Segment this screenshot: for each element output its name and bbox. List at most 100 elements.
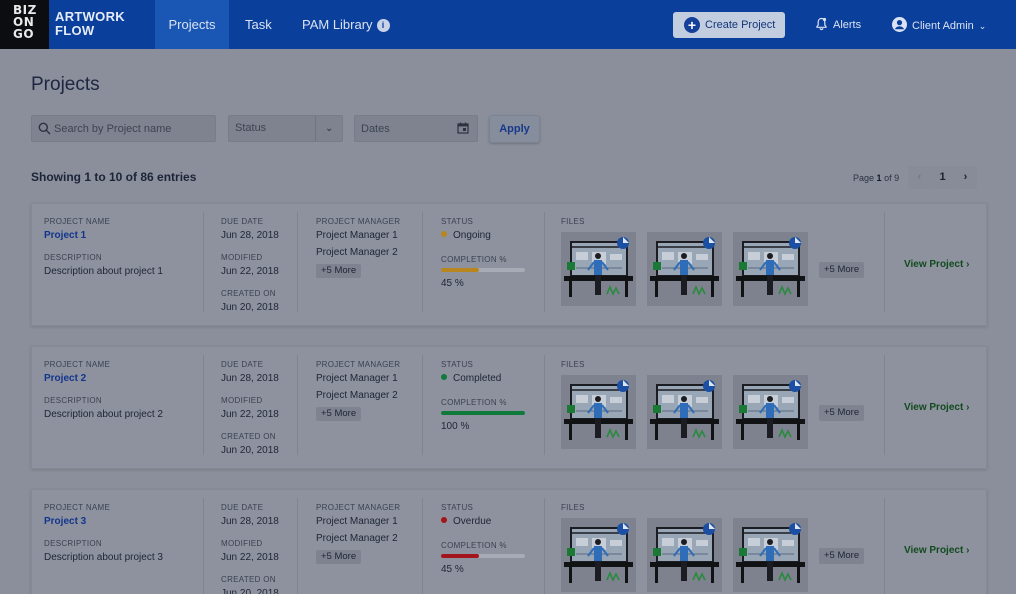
project-manager-name: Project Manager 1 [316, 373, 398, 384]
project-manager-label: PROJECT MANAGER [316, 503, 401, 512]
due-date-label: DUE DATE [221, 360, 264, 369]
project-description: Description about project 1 [44, 266, 163, 277]
modified-value: Jun 22, 2018 [221, 552, 279, 563]
column-divider [422, 498, 423, 594]
previous-page-button[interactable]: ‹ [908, 166, 931, 189]
project-manager-name: Project Manager 2 [316, 247, 398, 258]
project-card: PROJECT NAME Project 3 DESCRIPTION Descr… [31, 489, 987, 594]
page-prefix: Page [853, 173, 875, 183]
chevron-down-icon: ⌄ [978, 21, 987, 31]
project-description: Description about project 2 [44, 409, 163, 420]
nav-tab-projects-label: Projects [168, 17, 216, 32]
column-divider [297, 498, 298, 594]
status-select[interactable]: Status ⌄ [228, 115, 343, 142]
more-managers-button[interactable]: +5 More [316, 264, 362, 278]
column-divider [544, 212, 545, 312]
due-date-value: Jun 28, 2018 [221, 516, 279, 527]
apply-button[interactable]: Apply [489, 115, 540, 143]
project-manager-name: Project Manager 2 [316, 533, 398, 544]
nav-tab-projects[interactable]: Projects [155, 0, 229, 49]
search-input[interactable] [54, 116, 214, 141]
dates-input[interactable] [361, 116, 451, 141]
view-project-link[interactable]: View Project › [904, 259, 970, 270]
status-dot [441, 231, 447, 237]
plus-icon: + [684, 17, 700, 33]
create-project-button[interactable]: + Create Project [673, 12, 785, 38]
description-label: DESCRIPTION [44, 253, 102, 262]
more-files-button[interactable]: +5 More [819, 405, 865, 421]
project-manager-label: PROJECT MANAGER [316, 217, 401, 226]
file-thumbnail[interactable] [733, 375, 808, 449]
nav-tab-task-label: Task [245, 17, 272, 32]
file-thumbnail[interactable] [561, 375, 636, 449]
dates-picker[interactable] [354, 115, 478, 142]
search-icon [38, 122, 51, 135]
file-thumbnail[interactable] [733, 232, 808, 306]
file-thumbnail[interactable] [733, 518, 808, 592]
file-thumbnail[interactable] [561, 518, 636, 592]
column-divider [884, 498, 885, 594]
view-project-link[interactable]: View Project › [904, 545, 970, 556]
created-on-label: CREATED ON [221, 432, 276, 441]
alerts-button[interactable]: Alerts [815, 17, 861, 33]
more-files-button[interactable]: +5 More [819, 548, 865, 564]
file-thumbnail-illustration [564, 523, 633, 583]
status-select-value: Status [235, 122, 267, 134]
column-divider [544, 355, 545, 455]
created-on-value: Jun 20, 2018 [221, 588, 279, 594]
more-managers-button[interactable]: +5 More [316, 407, 362, 421]
search-box[interactable] [31, 115, 216, 142]
status-label: STATUS [441, 217, 474, 226]
completion-progress-fill [441, 411, 525, 415]
files-label: FILES [561, 503, 585, 512]
project-description: Description about project 3 [44, 552, 163, 563]
modified-label: MODIFIED [221, 396, 263, 405]
project-name-link[interactable]: Project 3 [44, 516, 87, 527]
due-date-label: DUE DATE [221, 217, 264, 226]
status-label: STATUS [441, 503, 474, 512]
nav-tab-task[interactable]: Task [245, 0, 272, 49]
completion-label: COMPLETION % [441, 255, 507, 264]
select-divider [315, 116, 316, 141]
alerts-label: Alerts [833, 19, 862, 31]
calendar-icon[interactable] [457, 122, 469, 134]
bizongo-logo[interactable]: BIZ ON GO [0, 0, 49, 49]
page-indicator: Page 1 of 9 [853, 173, 899, 183]
more-managers-button[interactable]: +5 More [316, 550, 362, 564]
project-name-label: PROJECT NAME [44, 503, 111, 512]
column-divider [203, 355, 204, 455]
more-files-button[interactable]: +5 More [819, 262, 865, 278]
file-thumbnail[interactable] [647, 375, 722, 449]
due-date-label: DUE DATE [221, 503, 264, 512]
description-label: DESCRIPTION [44, 539, 102, 548]
project-name-link[interactable]: Project 2 [44, 373, 87, 384]
file-thumbnail[interactable] [647, 232, 722, 306]
created-on-value: Jun 20, 2018 [221, 302, 279, 313]
project-name-link[interactable]: Project 1 [44, 230, 87, 241]
column-divider [422, 212, 423, 312]
next-page-button[interactable]: › [954, 166, 977, 189]
user-menu[interactable]: Client Admin ⌄ [892, 17, 986, 33]
file-thumbnail-illustration [736, 380, 805, 440]
top-navigation-bar: BIZ ON GO ARTWORK FLOW Projects Task PAM… [0, 0, 1016, 49]
file-thumbnail-illustration [736, 523, 805, 583]
completion-progress-fill [441, 554, 479, 558]
completion-value: 45 % [441, 564, 464, 575]
project-manager-name: Project Manager 1 [316, 516, 398, 527]
column-divider [203, 212, 204, 312]
completion-progress-bar [441, 268, 525, 272]
created-on-label: CREATED ON [221, 575, 276, 584]
due-date-value: Jun 28, 2018 [221, 230, 279, 241]
project-manager-name: Project Manager 1 [316, 230, 398, 241]
page-current: 1 [876, 173, 882, 183]
project-manager-label: PROJECT MANAGER [316, 360, 401, 369]
chevron-down-icon: ⌄ [325, 123, 334, 134]
info-icon[interactable]: i [376, 19, 390, 32]
file-thumbnail[interactable] [647, 518, 722, 592]
page-1-button[interactable]: 1 [931, 166, 954, 189]
view-project-link[interactable]: View Project › [904, 402, 970, 413]
column-divider [297, 355, 298, 455]
file-thumbnail[interactable] [561, 232, 636, 306]
nav-tab-pam-library[interactable]: PAM Library i [302, 0, 390, 49]
column-divider [422, 355, 423, 455]
